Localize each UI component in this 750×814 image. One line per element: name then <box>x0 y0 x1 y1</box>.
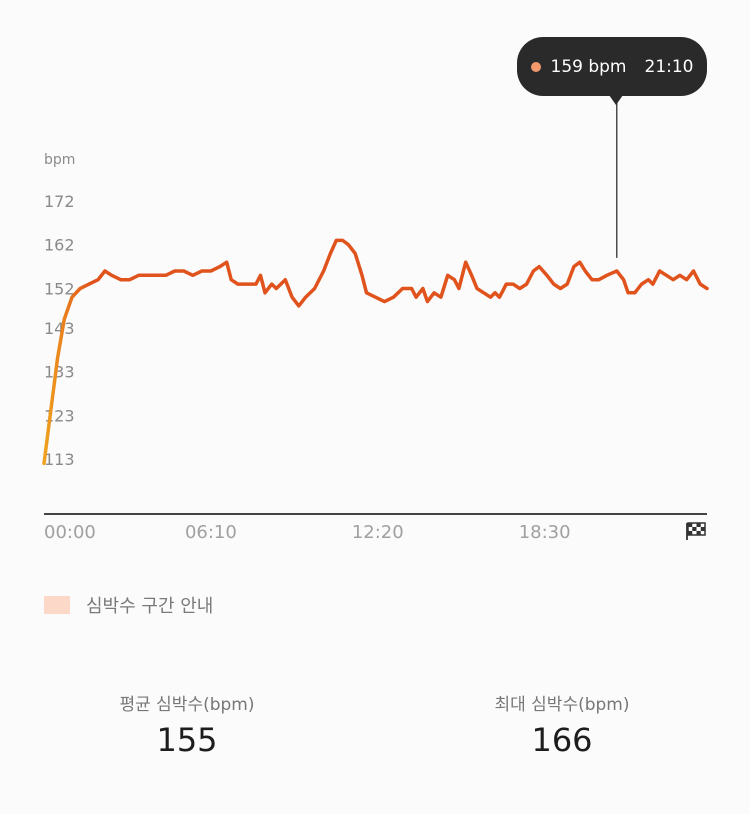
tooltip-dot <box>530 61 541 72</box>
y-tick-label: 162 <box>44 236 75 255</box>
x-tick-label: 12:20 <box>352 522 404 543</box>
tooltip-time: 21:10 <box>644 56 694 77</box>
tooltip: 159 bpm 21:10 <box>517 37 707 105</box>
max-heart-rate-label: 최대 심박수(bpm) <box>494 695 630 715</box>
zone-legend-label: 심박수 구간 안내 <box>86 596 214 617</box>
y-tick-label: 152 <box>44 279 75 298</box>
x-axis-labels: 00:00 06:10 12:20 18:30 <box>44 522 571 543</box>
y-tick-label: 133 <box>44 363 75 382</box>
average-heart-rate: 평균 심박수(bpm) 155 <box>77 690 297 759</box>
checkered-flag-icon <box>686 522 706 540</box>
max-heart-rate-value: 166 <box>531 721 593 759</box>
tooltip-pointer <box>609 95 623 105</box>
average-heart-rate-value: 155 <box>156 721 218 759</box>
y-tick-label: 113 <box>44 450 75 469</box>
y-axis-unit: bpm <box>44 152 75 168</box>
y-tick-label: 172 <box>44 192 75 211</box>
y-tick-label: 143 <box>44 319 75 338</box>
zone-legend-swatch <box>44 596 70 614</box>
x-tick-label: 00:00 <box>44 522 96 543</box>
heart-rate-line <box>42 238 709 466</box>
x-tick-label: 18:30 <box>519 522 571 543</box>
tooltip-value: 159 bpm <box>550 56 627 77</box>
x-tick-label: 06:10 <box>185 522 237 543</box>
heart-rate-zone-guide[interactable]: 심박수 구간 안내 <box>44 592 213 618</box>
average-heart-rate-label: 평균 심박수(bpm) <box>119 695 255 715</box>
max-heart-rate: 최대 심박수(bpm) 166 <box>452 690 672 759</box>
